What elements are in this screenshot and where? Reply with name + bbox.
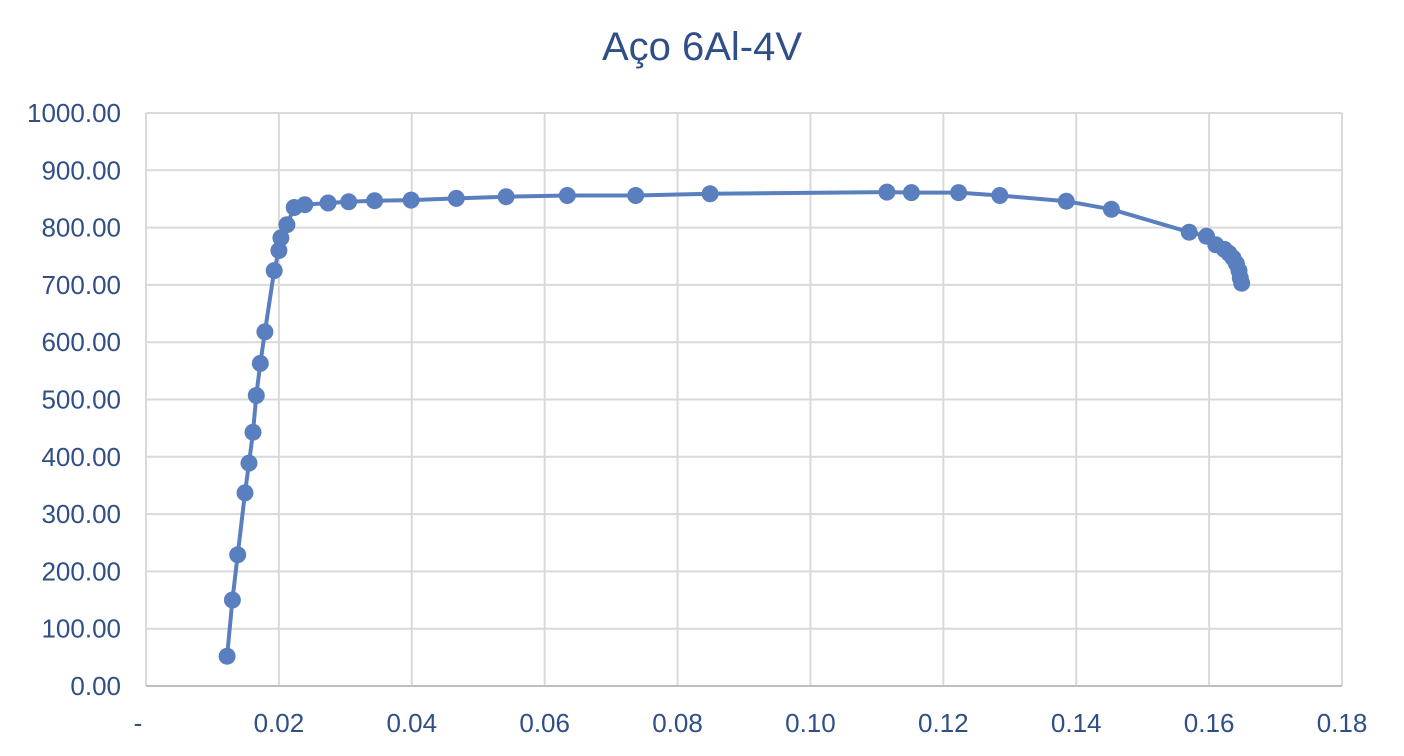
data-point — [244, 423, 262, 441]
data-point — [902, 184, 920, 202]
data-point — [240, 454, 258, 472]
y-tick-label: 100.00 — [41, 614, 121, 644]
data-point — [950, 184, 968, 202]
x-tick-label: 0.18 — [1317, 708, 1368, 738]
x-tick-label: 0.10 — [785, 708, 836, 738]
data-point — [497, 188, 515, 206]
data-point — [1057, 192, 1075, 210]
y-tick-label: 800.00 — [41, 213, 121, 243]
data-point — [340, 193, 358, 211]
data-point — [366, 192, 384, 210]
x-tick-label: 0.06 — [519, 708, 570, 738]
x-tick-label: 0.04 — [386, 708, 437, 738]
data-point — [558, 187, 576, 204]
data-point — [447, 189, 465, 207]
data-point — [878, 183, 896, 201]
series-line — [225, 190, 1244, 657]
data-point — [256, 323, 274, 341]
data-point — [1233, 274, 1251, 292]
grid-layer — [145, 112, 1343, 686]
y-tick-label: 700.00 — [41, 270, 121, 300]
x-tick-label: 0.16 — [1184, 708, 1235, 738]
x-tick-label: - — [134, 708, 143, 738]
y-tick-label: 500.00 — [41, 385, 121, 415]
data-point — [701, 185, 719, 203]
y-tick-label: 200.00 — [41, 556, 121, 586]
data-point — [991, 187, 1009, 204]
data-point — [218, 647, 236, 665]
x-tick-label: 0.12 — [918, 708, 969, 738]
data-point — [278, 216, 296, 234]
data-point — [229, 546, 247, 564]
data-point — [251, 354, 269, 372]
x-tick-label: 0.14 — [1051, 708, 1102, 738]
data-point — [296, 196, 314, 214]
y-tick-label: 300.00 — [41, 499, 121, 529]
y-tick-label: 900.00 — [41, 155, 121, 185]
data-point — [319, 194, 337, 212]
data-point — [247, 387, 265, 404]
data-point — [1102, 200, 1120, 218]
tick-label-layer: 0.00 100.00 200.00 300.00 400.00 500.00 600.00… — [27, 98, 1367, 738]
y-tick-label: 400.00 — [41, 442, 121, 472]
x-tick-label: 0.02 — [254, 708, 305, 738]
y-tick-label: 600.00 — [41, 327, 121, 357]
data-point — [272, 229, 290, 247]
data-point — [1180, 223, 1198, 241]
data-point — [265, 262, 283, 280]
y-tick-label: 1000.00 — [27, 98, 121, 128]
data-point — [402, 191, 420, 209]
data-point — [223, 591, 241, 609]
data-point — [270, 242, 288, 259]
data-point — [236, 484, 254, 502]
series-layer — [218, 183, 1251, 665]
x-tick-label: 0.08 — [652, 708, 703, 738]
chart-title: Aço 6Al-4V — [602, 25, 802, 69]
y-tick-label: 0.00 — [70, 671, 121, 701]
data-point — [627, 187, 645, 204]
